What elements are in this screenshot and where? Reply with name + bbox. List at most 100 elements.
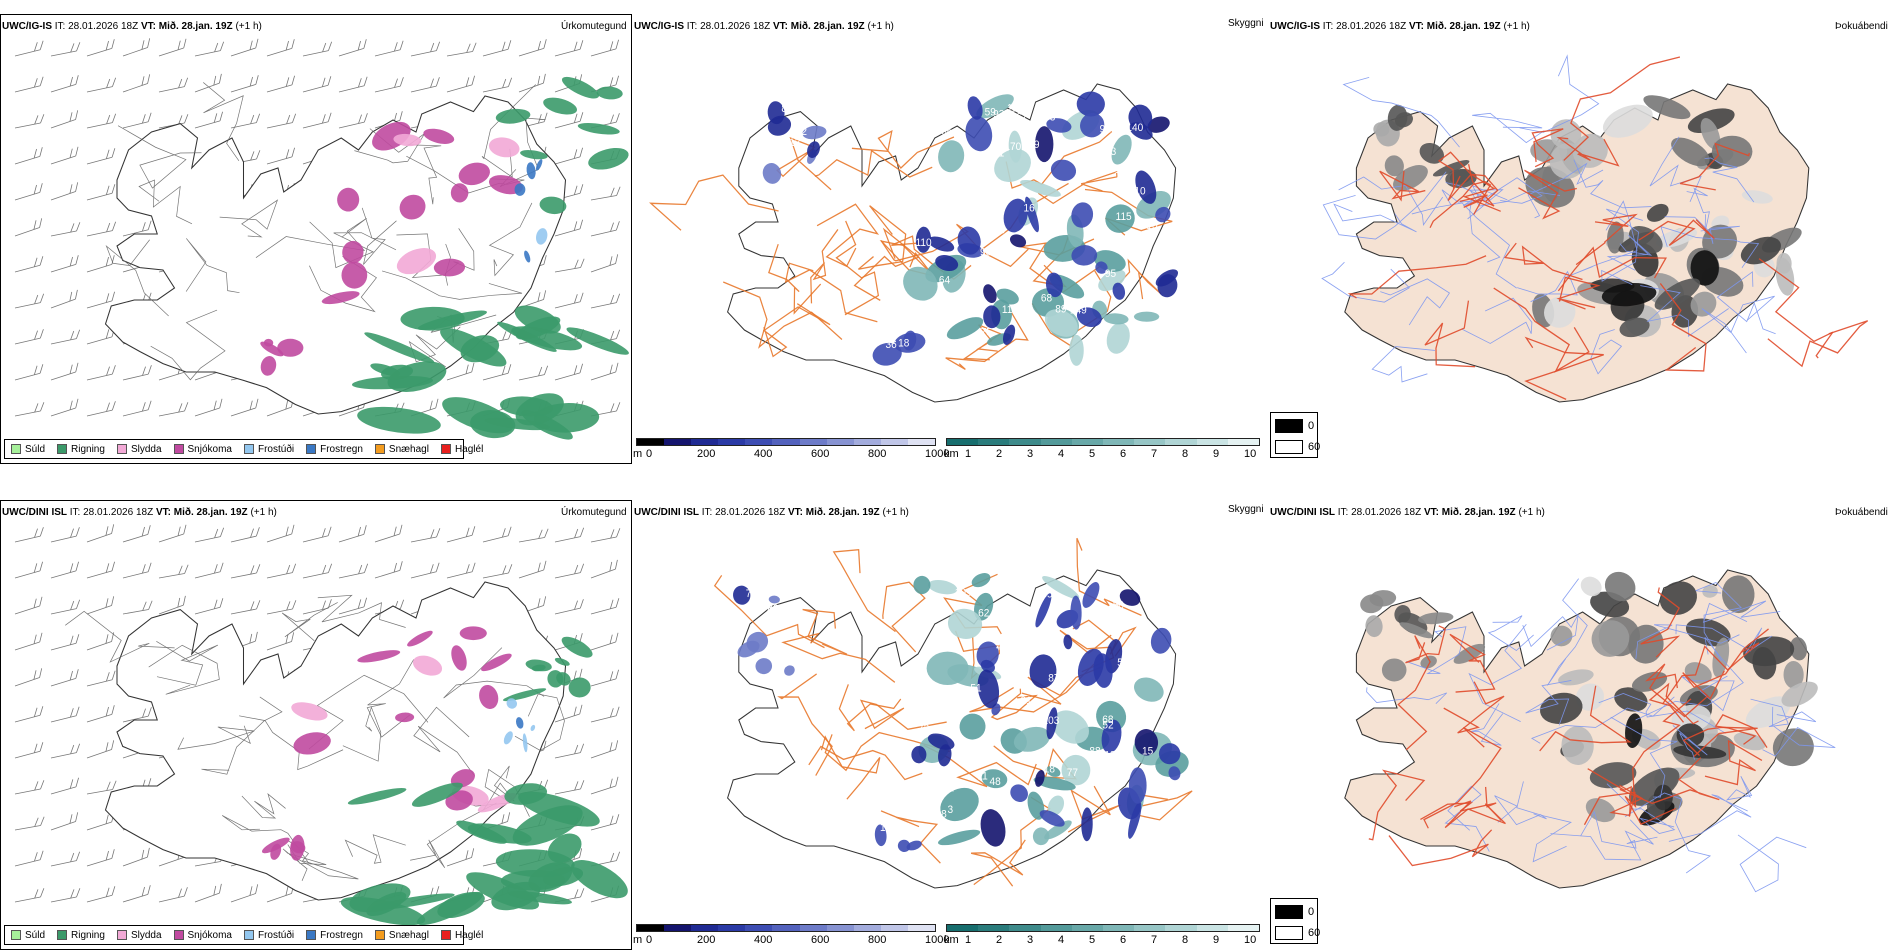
- station-value: 115: [1116, 212, 1132, 223]
- vt-label: VT:: [1423, 507, 1439, 518]
- vt-value: Mið. 28.jan. 19Z: [158, 21, 233, 32]
- station-value: 68: [1102, 715, 1113, 726]
- it-label: IT:: [686, 21, 698, 32]
- legend-item: Snæhagl: [374, 929, 429, 941]
- it-value: 28.01.2026 18Z: [700, 21, 771, 32]
- legend-swatch: [11, 444, 21, 454]
- model-name: UWC/IG-IS: [1270, 21, 1320, 32]
- station-value: 10: [987, 800, 998, 811]
- vt-label: VT:: [1408, 21, 1424, 32]
- legend-label: Snæhagl: [388, 929, 429, 941]
- lead-time: (+1 h): [882, 507, 909, 518]
- station-value: 68: [1041, 293, 1052, 304]
- legend-item: Rigning: [57, 930, 105, 941]
- station-value: 184: [880, 823, 897, 834]
- legend-swatch: [374, 444, 385, 454]
- station-value: 88: [1089, 746, 1100, 757]
- colorbar-tick: 7: [1151, 448, 1158, 460]
- station-value: 74: [792, 613, 803, 624]
- station-value: 68: [935, 809, 946, 820]
- legend-label: Frostúði: [257, 443, 295, 455]
- station-value: 73: [918, 724, 929, 735]
- it-value: 28.01.2026 18Z: [68, 21, 139, 32]
- colorbar-tick: 10: [1244, 448, 1257, 460]
- station-value: 137: [1104, 750, 1121, 761]
- it-value: 28.01.2026 18Z: [715, 507, 786, 518]
- precip-legend: Súld Rigning Slydda Snjókoma Frostúði Frostre…: [4, 925, 483, 945]
- station-value: 91: [1100, 124, 1111, 135]
- key-label: 60: [1308, 927, 1321, 939]
- colorbar-tick: 3: [1027, 448, 1034, 460]
- fog-panel: UWC/IG-IS IT: 28.01.2026 18Z VT: Mið. 28…: [1270, 14, 1900, 464]
- colorbar-tick: 1: [965, 448, 972, 460]
- panel-title-precip: Úrkomutegund: [561, 507, 627, 518]
- station-value: 62: [978, 608, 989, 619]
- station-value: 93: [993, 109, 1004, 120]
- lead-time: (+1 h): [235, 21, 262, 32]
- colorbar-tick: 6: [1120, 448, 1127, 460]
- key-swatch: [1275, 926, 1303, 940]
- station-value: 87: [1048, 673, 1059, 684]
- station-value: 59: [985, 107, 996, 118]
- colorbar-tick: 5: [1089, 448, 1096, 460]
- vt-value: Mið. 28.jan. 19Z: [173, 507, 248, 518]
- legend-label: Frostregn: [320, 443, 363, 455]
- station-value: 21: [1020, 696, 1031, 707]
- station-value: 64: [939, 275, 950, 286]
- station-value: 140: [1126, 123, 1143, 134]
- vt-value: Mið. 28.jan. 19Z: [1441, 507, 1516, 518]
- it-value: 28.01.2026 18Z: [1336, 21, 1407, 32]
- key-label: 0: [1308, 906, 1315, 918]
- legend-swatch: [116, 930, 127, 940]
- model-name: UWC/IG-IS: [634, 21, 684, 32]
- legend-item: Slydda: [116, 444, 162, 455]
- precip-legend: Súld Rigning Slydda Snjókoma Frostúði Frostre…: [4, 439, 483, 459]
- legend-label: Slydda: [130, 929, 162, 941]
- precip-map: [14, 38, 629, 440]
- colorbar-tick: 200: [697, 448, 716, 460]
- colorbar-tick: 800: [868, 934, 887, 946]
- station-value: 89: [1055, 304, 1066, 315]
- station-value: 110: [1007, 103, 1023, 114]
- legend-item: Snjókoma: [173, 929, 232, 941]
- station-value: 36: [886, 340, 897, 351]
- panel-title-fog: Þokuábendi: [1835, 21, 1888, 32]
- colorbar-tick: 1000: [925, 934, 950, 946]
- map-frame: [0, 14, 632, 464]
- station-value: 59: [1028, 140, 1039, 151]
- colorbar-height: [636, 438, 936, 446]
- station-value: 18: [978, 219, 989, 230]
- lead-time: (+1 h): [1503, 21, 1530, 32]
- it-label: IT:: [1322, 21, 1334, 32]
- vt-label: VT:: [140, 21, 156, 32]
- legend-item: Frostregn: [306, 930, 363, 941]
- station-value: 11: [994, 148, 1005, 159]
- colorbar-tick: 600: [811, 934, 830, 946]
- legend-swatch: [306, 930, 317, 940]
- station-value: 110: [916, 238, 932, 249]
- legend-swatch: [173, 444, 184, 454]
- legend-swatch: [374, 930, 385, 940]
- legend-swatch: [243, 444, 254, 454]
- key-label: 60: [1308, 441, 1321, 453]
- legend-label: Snjókoma: [187, 929, 232, 941]
- station-value: 11: [977, 771, 988, 782]
- station-value: 75: [981, 327, 992, 338]
- station-value: 52: [1102, 720, 1113, 731]
- station-value: 48: [996, 642, 1007, 653]
- station-value: 11: [1002, 305, 1013, 316]
- station-value: 86: [749, 165, 760, 176]
- precip-panel: UWC/DINI ISL IT: 28.01.2026 18Z VT: Mið.…: [0, 500, 632, 950]
- colorbar-tick: 1: [965, 934, 972, 946]
- colorbar-visibility: [946, 924, 1260, 932]
- model-name: UWC/DINI ISL: [2, 507, 67, 518]
- legend-label: Haglél: [454, 443, 484, 455]
- legend-swatch: [440, 444, 451, 454]
- station-value: 3: [948, 805, 954, 816]
- legend-item: Frostúði: [243, 930, 294, 941]
- it-value: 28.01.2026 18Z: [1351, 507, 1422, 518]
- station-value: 40: [1005, 645, 1016, 656]
- vt-label: VT:: [772, 21, 788, 32]
- legend-label: Rigning: [71, 929, 105, 941]
- legend-label: Súld: [25, 443, 46, 455]
